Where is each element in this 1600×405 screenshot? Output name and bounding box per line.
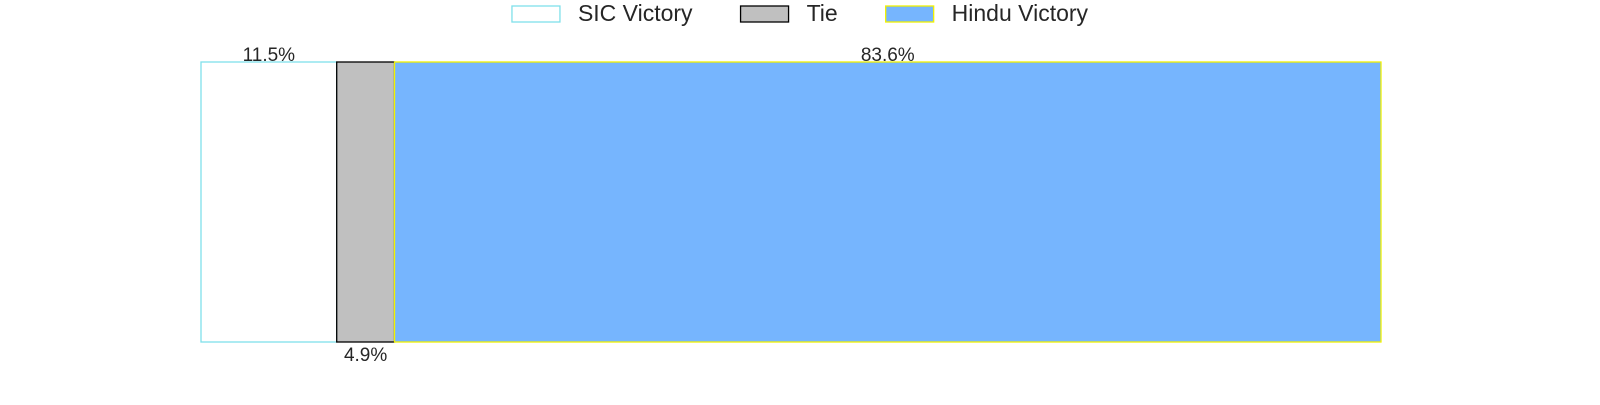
legend-swatch-sic-victory	[511, 5, 561, 23]
data-label-hindu-victory: 83.6%	[861, 45, 915, 66]
bar-tie	[336, 61, 396, 343]
bar-hindu-victory	[393, 61, 1382, 343]
bar-group	[200, 61, 1382, 343]
legend-item-hindu-victory: Hindu Victory	[885, 0, 1089, 26]
legend-swatch-tie	[739, 5, 790, 23]
legend: SIC Victory Tie Hindu Victory	[511, 0, 1089, 26]
data-label-sic-victory: 11.5%	[243, 45, 296, 66]
legend-item-sic-victory: SIC Victory	[511, 0, 693, 26]
legend-swatch-hindu-victory	[885, 5, 935, 23]
legend-item-tie: Tie	[739, 0, 838, 26]
data-label-group: 11.5% 4.9% 83.6%	[243, 45, 915, 366]
legend-label-tie: Tie	[807, 0, 838, 26]
legend-label-hindu-victory: Hindu Victory	[952, 0, 1089, 26]
legend-label-sic-victory: SIC Victory	[578, 0, 693, 26]
data-label-tie: 4.9%	[344, 345, 387, 366]
bar-sic-victory	[200, 61, 338, 343]
